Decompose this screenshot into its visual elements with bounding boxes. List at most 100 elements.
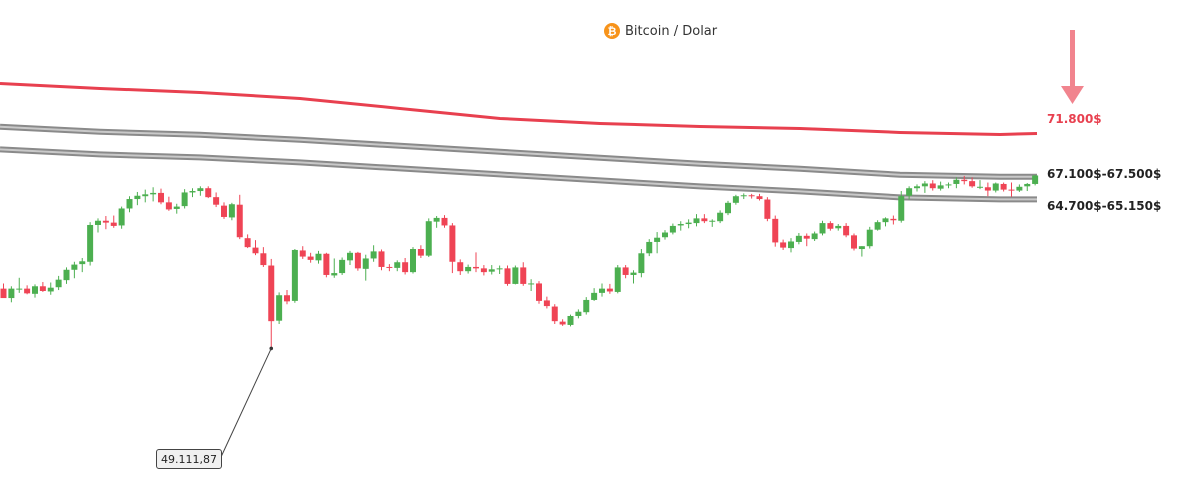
candle-body: [780, 242, 787, 248]
candle-body: [795, 235, 802, 242]
candle-body: [764, 199, 771, 219]
candle-body: [473, 266, 479, 269]
candle-body: [882, 218, 889, 223]
candle-body: [969, 181, 976, 187]
candle-body: [803, 235, 810, 239]
candle-body: [709, 220, 716, 222]
candle-body: [362, 258, 369, 269]
resistance-line: [0, 81, 1038, 136]
price-bands: [0, 81, 1038, 203]
candle-body: [606, 288, 613, 292]
candle-body: [260, 253, 267, 266]
candle-body: [165, 202, 172, 210]
candle-body: [79, 261, 86, 265]
candle-body: [95, 220, 101, 225]
candle-body: [788, 241, 794, 249]
candle-body: [252, 247, 259, 254]
candle-body: [622, 267, 629, 275]
candle-body: [126, 199, 133, 209]
candle-body: [55, 279, 62, 288]
candle-body: [331, 273, 338, 276]
candle-body: [299, 250, 306, 257]
candle-body: [197, 188, 204, 192]
candle-body: [425, 221, 432, 256]
chart-header: ₿ Bitcoin / Dolar: [604, 21, 717, 41]
candle-body: [347, 252, 353, 261]
candle-body: [614, 267, 621, 292]
candle-body: [236, 204, 243, 238]
candle-body: [945, 184, 952, 186]
candle-body: [528, 283, 535, 285]
candle-body: [32, 286, 38, 294]
candle-body: [1000, 183, 1007, 190]
candle-body: [685, 222, 692, 225]
candle-body: [134, 195, 141, 200]
candle-body: [874, 222, 881, 230]
low-connector: [220, 348, 272, 458]
candle-body: [496, 268, 503, 270]
candle-body: [977, 186, 983, 188]
candle-body: [835, 225, 842, 229]
candle-body: [1008, 189, 1015, 191]
candle-body: [441, 217, 448, 226]
candle-body: [961, 179, 968, 182]
candle-body: [323, 253, 330, 275]
candle-body: [0, 288, 7, 299]
candle-body: [630, 272, 637, 275]
candle-body: [16, 288, 23, 290]
candle-body: [370, 251, 377, 259]
candle-body: [906, 188, 913, 196]
candle-body: [268, 265, 275, 322]
candle-body: [228, 204, 235, 218]
candle-body: [47, 287, 54, 292]
candle-body: [102, 220, 109, 223]
candle-body: [291, 249, 298, 301]
candle-body: [433, 217, 440, 222]
candle-body: [150, 192, 157, 195]
candle-body: [1032, 175, 1039, 184]
candle-body: [898, 196, 905, 221]
lower-band-line-highlight: [0, 148, 1037, 201]
candle-body: [740, 195, 747, 197]
candle-body: [559, 321, 566, 325]
candle-body: [110, 222, 117, 226]
candle-body: [843, 225, 850, 236]
candle-body: [646, 241, 653, 254]
candle-body: [71, 264, 78, 270]
candle-body: [386, 266, 393, 268]
candle-body: [378, 251, 385, 267]
candle-body: [669, 225, 676, 233]
candle-body: [276, 295, 283, 321]
candle-body: [24, 288, 31, 294]
candle-body: [221, 205, 227, 217]
candle-body: [1024, 183, 1031, 187]
candle-body: [284, 295, 290, 302]
candle-body: [465, 266, 472, 272]
candle-body: [63, 269, 70, 281]
candle-body: [638, 253, 645, 274]
candle-body: [732, 196, 739, 203]
candle-body: [1016, 186, 1023, 191]
candle-body: [354, 252, 361, 269]
candle-body: [591, 292, 598, 300]
candle-body: [87, 224, 94, 262]
candle-body: [339, 259, 346, 274]
candle-body: [677, 224, 684, 226]
candle-body: [512, 267, 519, 284]
candle-body: [992, 183, 999, 191]
candle-body: [39, 286, 46, 291]
candle-body: [394, 262, 401, 268]
candle-body: [181, 192, 188, 207]
candle-body: [717, 212, 724, 222]
candle-body: [599, 288, 605, 293]
candle-body: [213, 197, 220, 205]
candle-body: [929, 183, 936, 189]
candle-body: [543, 300, 550, 307]
candle-body: [858, 246, 865, 250]
candle-body: [244, 238, 251, 248]
candle-body: [417, 249, 424, 256]
candle-body: [449, 225, 456, 262]
upper-band-label: 67.100$-67.500$: [1047, 167, 1162, 181]
candle-body: [173, 206, 180, 209]
